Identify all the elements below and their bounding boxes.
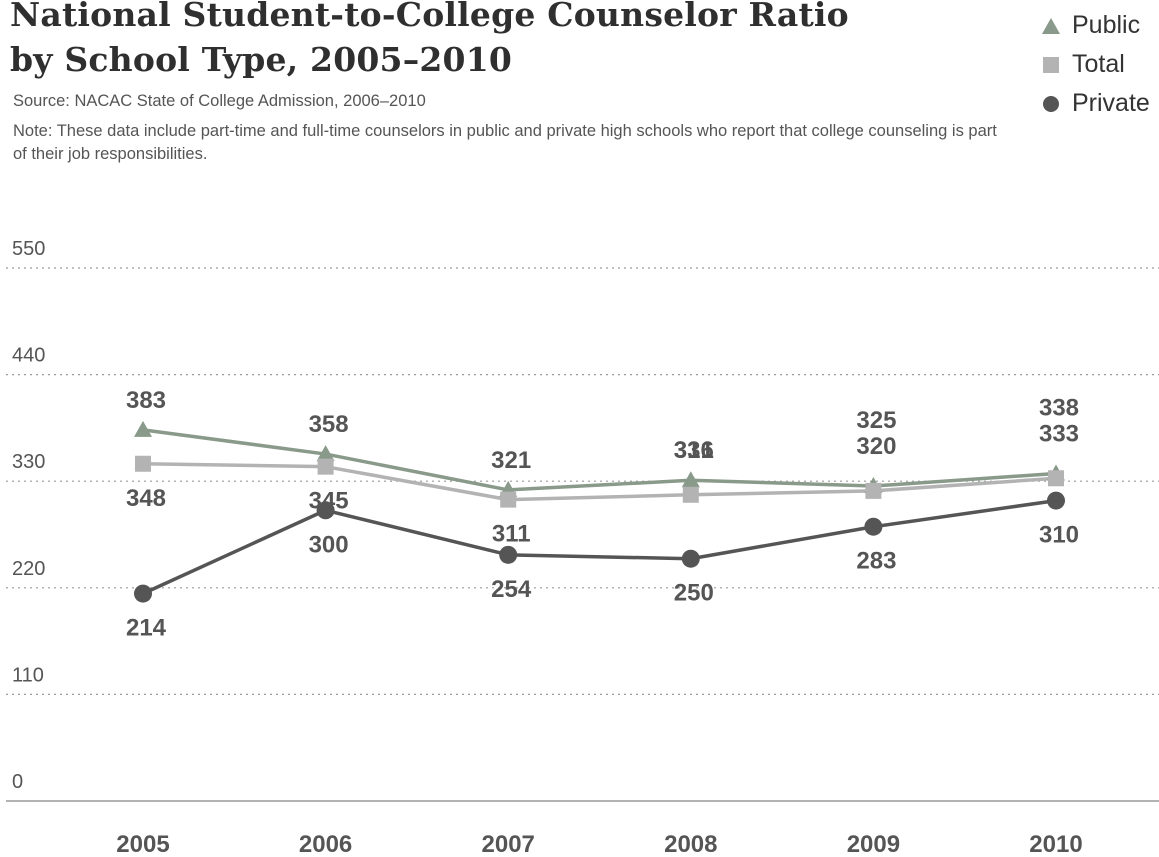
y-tick-label: 440 [12,345,45,367]
data-label: 321 [491,447,531,474]
legend-label-public: Public [1072,11,1141,39]
data-label: 214 [126,615,167,642]
note-text: Note: These data include part-time and f… [13,122,997,163]
data-label: 316 [674,437,714,464]
x-tick-label: 2007 [482,831,535,857]
x-tick-label: 2005 [116,831,169,857]
data-point [134,420,152,437]
data-label: 310 [1039,522,1079,549]
legend-item-private: Private [1040,84,1150,123]
triangle-icon [1042,17,1060,34]
title-line-2: by School Type, 2005–2010 [10,40,513,79]
legend: Public Total Private [1040,6,1150,123]
square-icon [1043,56,1059,73]
data-point [135,455,151,472]
series-line-public [142,428,1057,492]
data-point [1047,491,1065,510]
x-tick-label: 2006 [299,831,352,857]
data-label: 320 [856,433,896,460]
data-label: 300 [309,531,349,558]
data-label: 333 [1039,420,1079,447]
data-point [499,545,518,564]
y-tick-label: 550 [12,238,45,260]
data-point [1048,470,1064,487]
data-label: 345 [309,488,349,515]
data-point [317,458,334,475]
circle-icon [1043,95,1059,112]
data-point [500,491,517,508]
legend-item-public: Public [1040,6,1150,45]
data-point [681,549,700,568]
chart-title: National Student-to-College Counselor Ra… [10,0,849,82]
data-label: 358 [309,411,349,438]
data-label: 325 [856,407,896,434]
data-point [316,501,335,520]
data-point [681,471,700,488]
data-label: 254 [491,576,532,603]
title-line-1: National Student-to-College Counselor Ra… [10,0,849,34]
data-label: 348 [126,485,166,512]
data-point [316,445,335,462]
y-tick-label: 220 [12,558,45,580]
x-tick-label: 2008 [664,831,717,857]
series-line-private [142,498,1057,596]
y-tick-label: 330 [12,451,45,473]
data-label: 250 [674,580,714,607]
legend-label-private: Private [1072,89,1150,117]
data-point [682,486,699,503]
data-label: 331 [674,437,714,464]
data-point [134,584,152,603]
legend-label-total: Total [1072,50,1125,78]
data-label: 383 [126,387,166,414]
x-tick-label: 2010 [1029,831,1082,857]
data-point [865,482,882,499]
data-label: 311 [492,521,531,548]
y-tick-label: 110 [12,664,44,686]
y-tick-label: 0 [12,771,23,793]
x-tick-label: 2009 [847,831,900,857]
source-text: Source: NACAC State of College Admission… [13,92,426,110]
data-point [864,517,883,536]
data-label: 283 [856,548,896,575]
data-label: 338 [1039,394,1079,421]
legend-item-total: Total [1040,45,1150,84]
series-line-total [142,462,1057,502]
